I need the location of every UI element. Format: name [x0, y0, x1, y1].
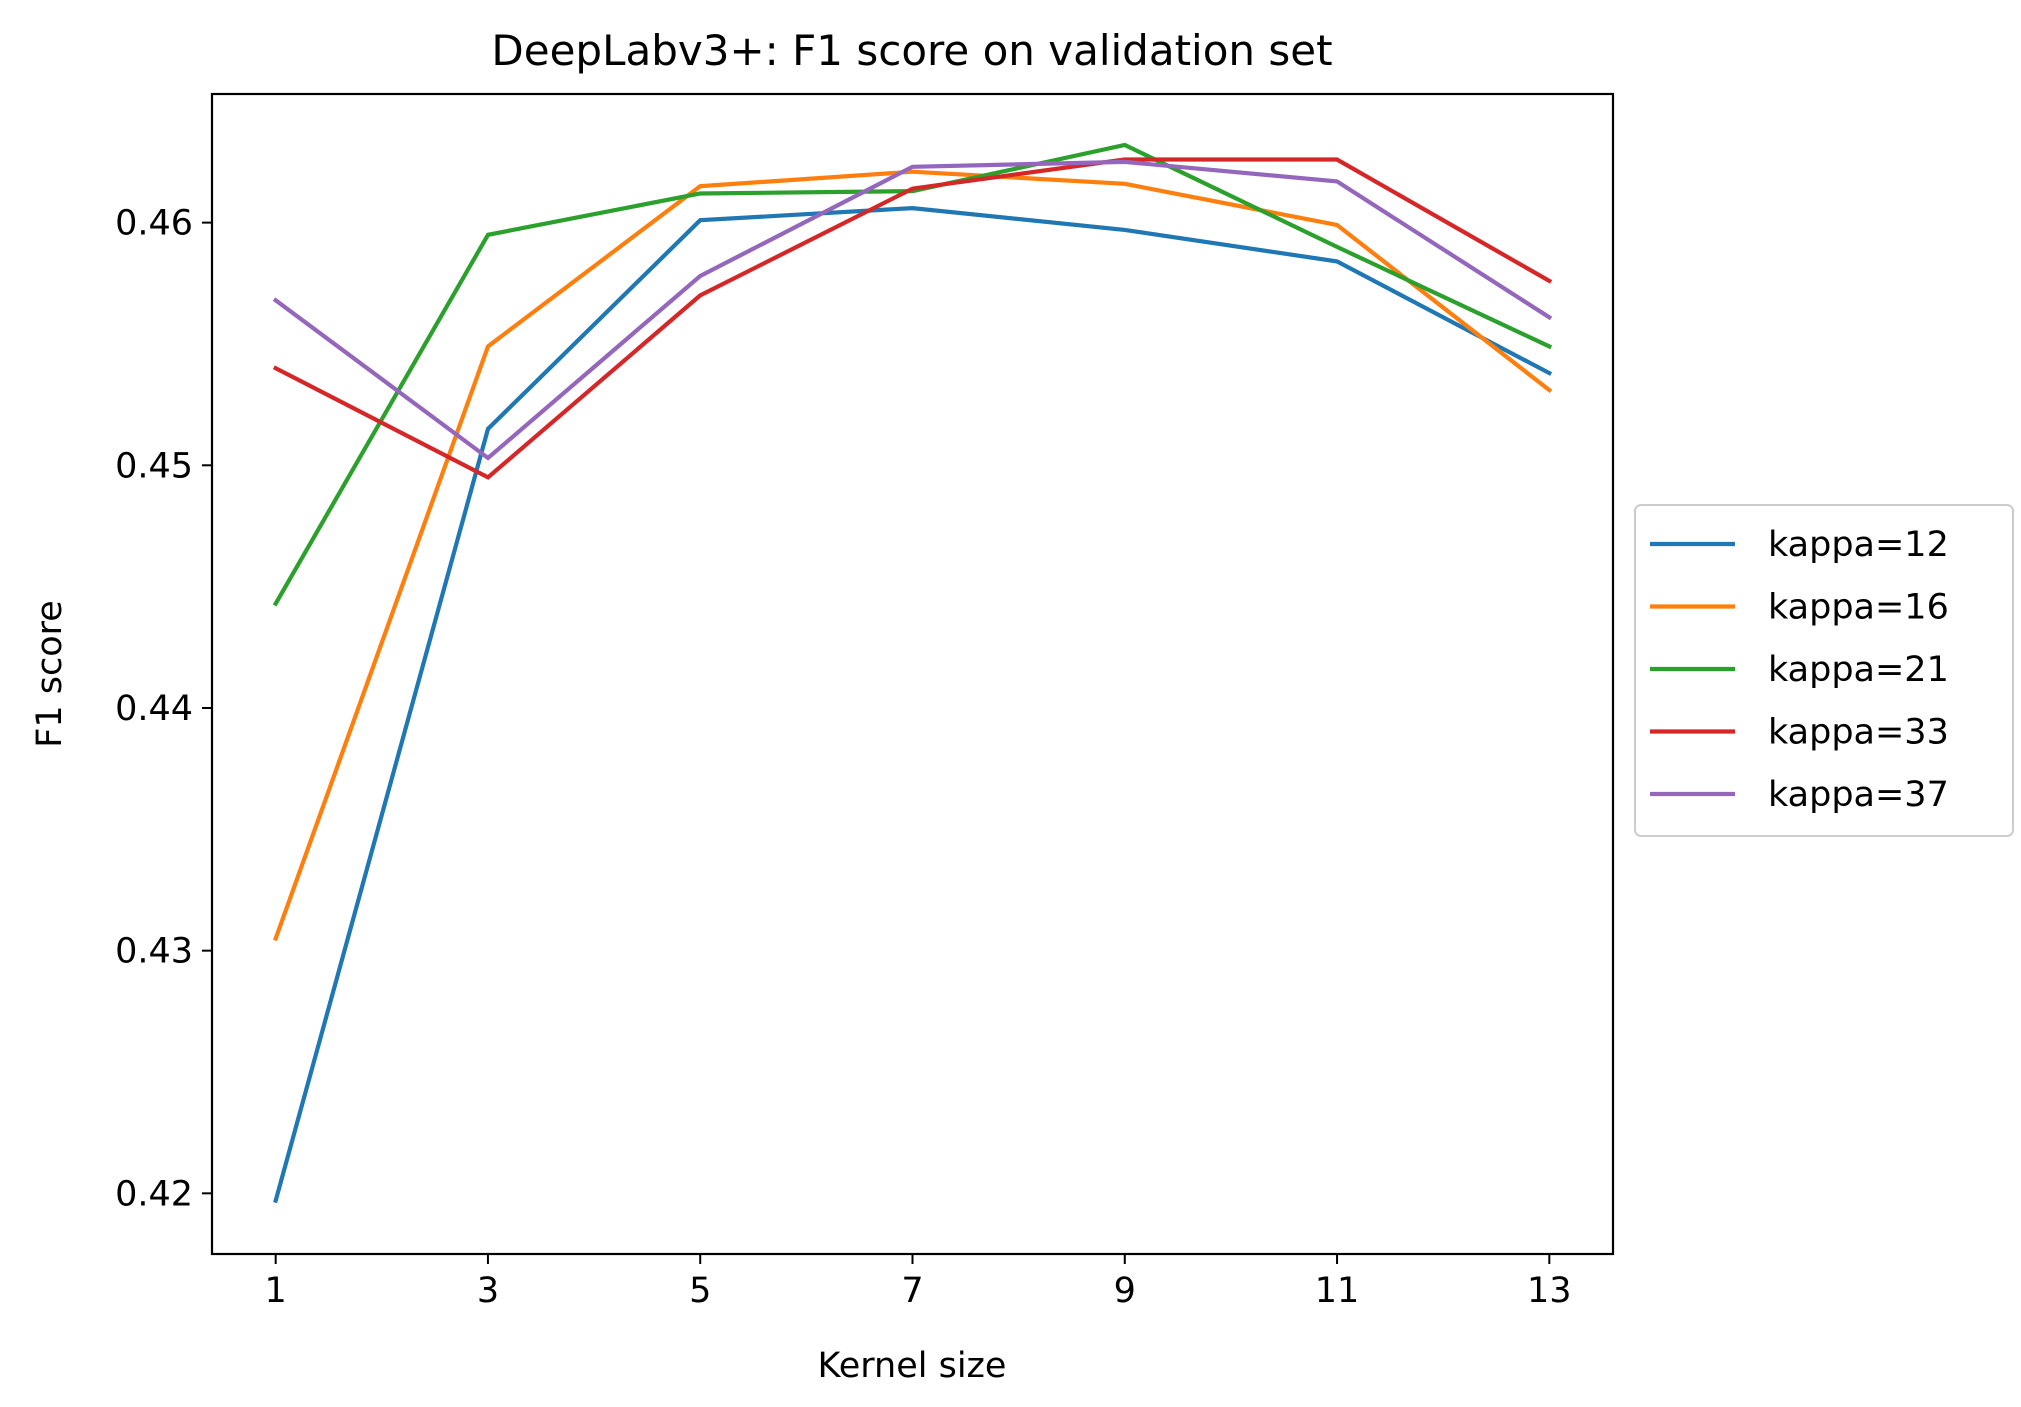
x-tick-label: 5 [689, 1271, 711, 1311]
series-line-kappa-12 [273, 205, 1553, 1204]
series-line-kappa-37 [272, 159, 1553, 461]
series-line-kappa-16 [273, 169, 1553, 942]
x-tick-label: 1 [265, 1271, 287, 1311]
legend-entry-label: kappa=21 [1768, 650, 1949, 690]
plot-area [272, 142, 1553, 1204]
y-axis-label: F1 score [30, 600, 70, 748]
x-tick-label: 3 [477, 1271, 499, 1311]
x-tick-label: 7 [901, 1271, 923, 1311]
x-axis: 1 3 5 7 9 11 13 [265, 1254, 1572, 1311]
x-tick-label: 9 [1114, 1271, 1136, 1311]
y-tick-label: 0.44 [115, 689, 193, 729]
y-tick-label: 0.45 [115, 446, 193, 486]
legend-entry-label: kappa=16 [1768, 588, 1949, 628]
y-tick-label: 0.42 [115, 1174, 193, 1214]
y-tick-label: 0.43 [115, 932, 193, 972]
legend-entry-label: kappa=37 [1768, 775, 1949, 815]
chart-title: DeepLabv3+: F1 score on validation set [491, 26, 1332, 75]
x-tick-label: 11 [1315, 1271, 1360, 1311]
x-axis-label: Kernel size [818, 1346, 1007, 1386]
legend: kappa=12 kappa=16 kappa=21 kappa=33 kappa=37 [1634, 504, 2014, 837]
x-tick-label: 13 [1527, 1271, 1572, 1311]
legend-box [1634, 504, 2014, 837]
y-axis: 0.42 0.43 0.44 0.45 0.46 [115, 204, 212, 1214]
legend-entry-label: kappa=33 [1768, 713, 1949, 753]
series-line-kappa-21 [272, 142, 1553, 607]
series-line-kappa-33 [272, 157, 1553, 480]
y-tick-label: 0.46 [115, 204, 193, 244]
legend-entry-label: kappa=12 [1768, 525, 1949, 565]
